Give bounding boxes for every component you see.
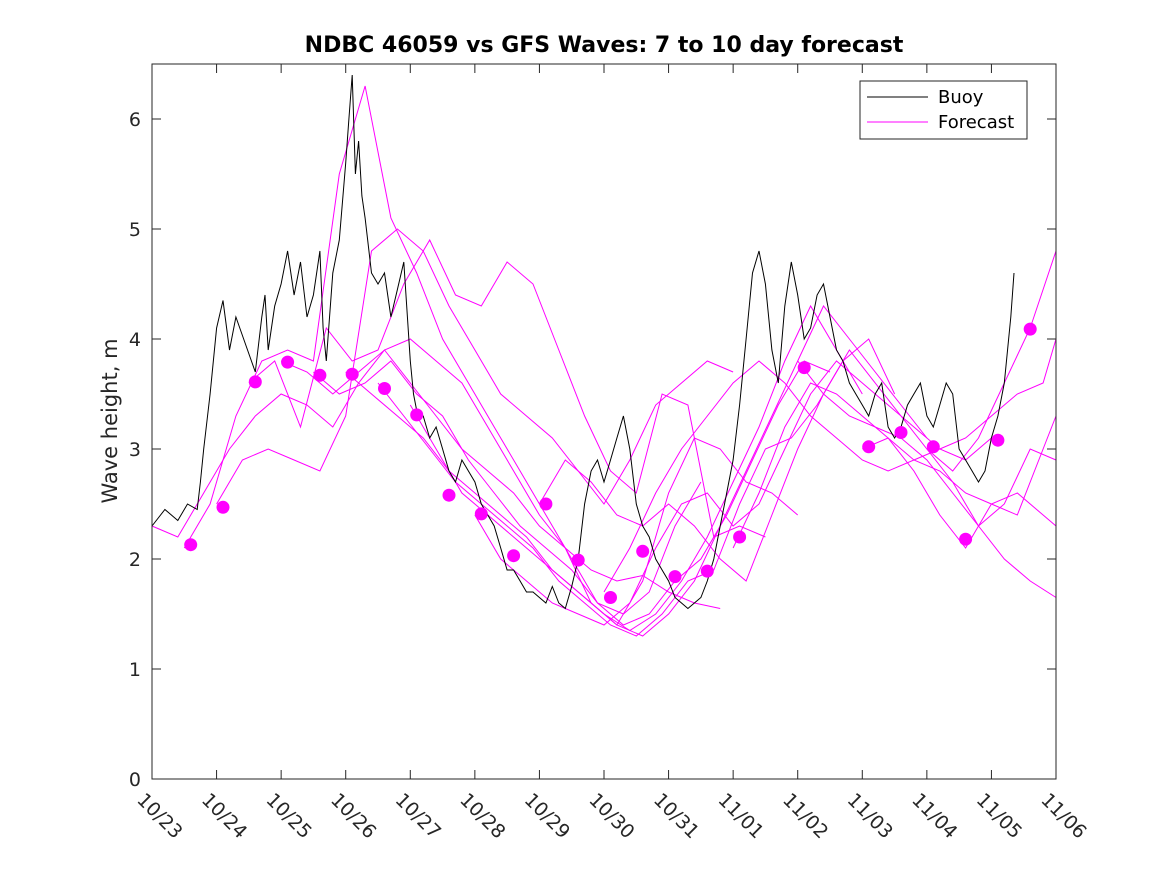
forecast-line-11	[603, 338, 1057, 593]
forecast-line-13	[797, 360, 1057, 598]
forecast-marker-14	[636, 544, 650, 558]
y-tick-label: 0	[129, 769, 141, 791]
forecast-marker-10	[507, 549, 521, 563]
forecast-marker-18	[797, 361, 811, 375]
forecast-marker-2	[248, 375, 262, 389]
forecast-marker-24	[1023, 322, 1037, 336]
forecast-line-9	[474, 360, 992, 626]
forecast-marker-12	[571, 553, 585, 567]
buoy-line	[151, 74, 1015, 610]
y-tick-label: 5	[129, 219, 141, 241]
forecast-marker-8	[442, 488, 456, 502]
buoy-series	[151, 74, 1015, 610]
forecast-markers	[184, 322, 1037, 604]
forecast-line-8	[409, 305, 928, 637]
y-tick-label: 3	[129, 439, 141, 461]
forecast-line-3	[248, 238, 766, 538]
forecast-marker-21	[926, 440, 940, 454]
forecast-marker-9	[474, 507, 488, 521]
forecast-marker-15	[668, 570, 682, 584]
forecast-marker-5	[345, 367, 359, 381]
forecast-marker-3	[281, 355, 295, 369]
forecast-marker-7	[410, 408, 424, 422]
legend: Buoy Forecast	[859, 80, 1028, 140]
forecast-marker-16	[700, 564, 714, 578]
forecast-marker-1	[216, 500, 230, 514]
forecast-line-5	[313, 360, 831, 626]
y-axis-label: Wave height, m	[98, 338, 122, 503]
forecast-line-10	[538, 250, 1057, 582]
forecast-line-12	[732, 382, 1057, 549]
forecast-marker-23	[991, 433, 1005, 447]
legend-box	[859, 80, 1028, 140]
y-axis: 0 1 2 3 4 5 6	[129, 109, 1056, 791]
forecast-marker-0	[184, 538, 198, 552]
forecast-marker-17	[733, 530, 747, 544]
plot-area	[152, 64, 1056, 779]
forecast-line-15	[926, 448, 1057, 527]
y-tick-label: 6	[129, 109, 141, 131]
forecast-line-0	[151, 349, 721, 609]
legend-forecast-label: Forecast	[938, 112, 1014, 133]
forecast-line-4	[280, 338, 799, 626]
forecast-marker-22	[959, 532, 973, 546]
y-tick-label: 4	[129, 329, 141, 351]
forecast-line-14	[862, 437, 1057, 549]
forecast-marker-13	[604, 591, 617, 604]
chart-title: NDBC 46059 vs GFS Waves: 7 to 10 day for…	[305, 33, 904, 58]
forecast-line-1	[183, 85, 702, 615]
legend-buoy-label: Buoy	[938, 87, 984, 108]
forecast-lines	[151, 85, 1057, 637]
forecast-marker-6	[378, 382, 391, 395]
forecast-marker-19	[862, 440, 876, 454]
y-tick-label: 1	[129, 659, 141, 681]
forecast-line-7	[377, 338, 896, 637]
forecast-marker-11	[539, 497, 553, 511]
forecast-line-2	[216, 228, 734, 505]
y-tick-label: 2	[129, 549, 141, 571]
forecast-marker-4	[313, 368, 327, 382]
forecast-marker-20	[894, 426, 908, 439]
